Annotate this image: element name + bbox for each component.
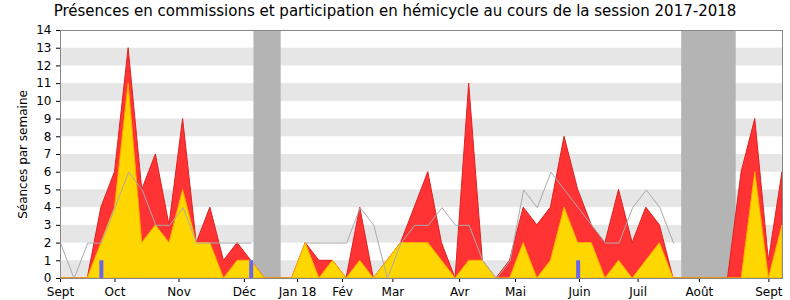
svg-text:Jan 18: Jan 18 [278,285,317,299]
svg-text:Fév: Fév [332,285,353,299]
svg-text:7: 7 [44,147,52,161]
svg-text:5: 5 [44,183,52,197]
svg-text:6: 6 [44,165,52,179]
svg-text:1: 1 [44,254,52,268]
svg-text:Mai: Mai [505,285,526,299]
svg-text:Mar: Mar [382,285,405,299]
svg-text:Séances par semaine: Séances par semaine [16,90,30,219]
svg-text:13: 13 [36,41,51,55]
svg-text:Août: Août [686,285,714,299]
svg-text:Avr: Avr [450,285,470,299]
svg-text:8: 8 [44,130,52,144]
html-text:Présences en commissions et pa: Présences en commissions et participatio… [53,2,737,20]
svg-text:Nov: Nov [167,285,190,299]
svg-text:10: 10 [36,94,51,108]
svg-text:0: 0 [44,271,52,285]
svg-text:14: 14 [36,23,51,37]
svg-text:11: 11 [36,76,51,90]
svg-text:Sept: Sept [47,285,75,299]
svg-text:Déc: Déc [233,285,256,299]
svg-text:3: 3 [44,218,52,232]
svg-text:4: 4 [44,200,52,214]
svg-text:Oct: Oct [105,285,126,299]
svg-text:Juin: Juin [567,285,590,299]
svg-text:9: 9 [44,112,52,126]
svg-text:2: 2 [44,236,52,250]
svg-text:Juil: Juil [628,285,647,299]
svg-text:12: 12 [36,59,51,73]
svg-text:Sept: Sept [755,285,783,299]
